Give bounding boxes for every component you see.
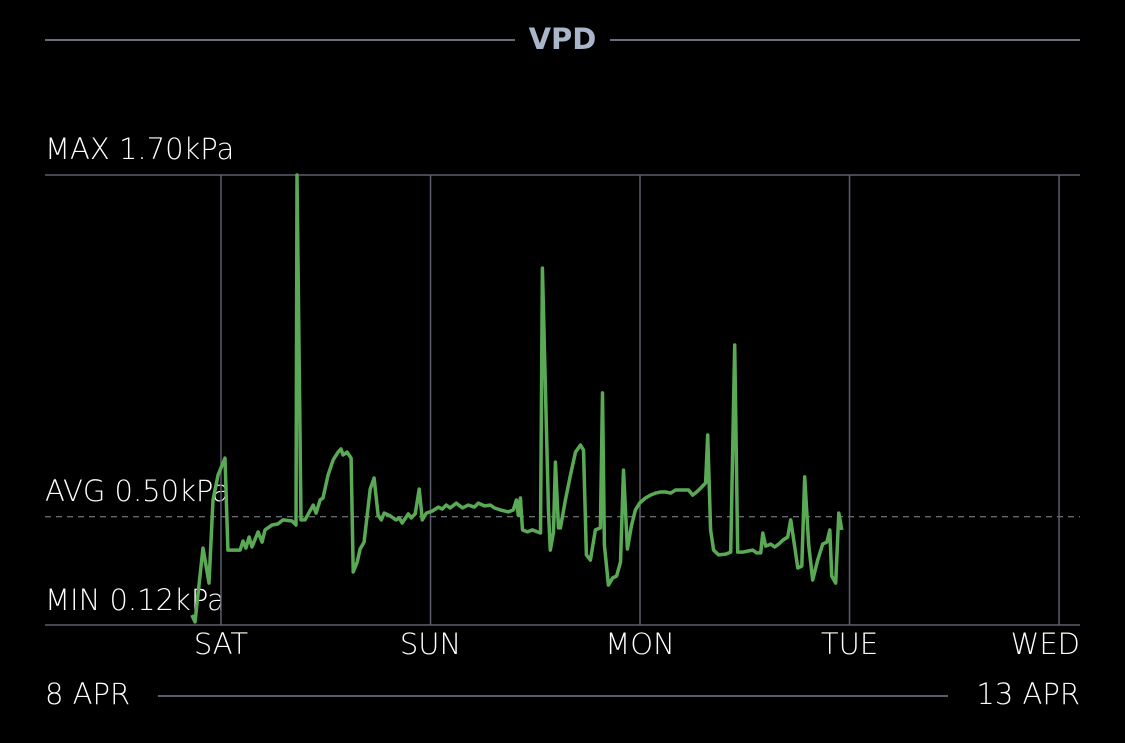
x-tick-label: TUE <box>820 627 879 661</box>
x-tick-label: SAT <box>193 627 249 661</box>
chart-title: VPD <box>514 22 611 56</box>
start-date-label: 8 APR <box>45 677 131 711</box>
chart-title-row: VPD <box>45 20 1080 60</box>
x-tick-label: WED <box>1010 627 1080 661</box>
max-label: MAX 1.70kPa <box>45 132 235 166</box>
x-tick-label: MON <box>605 627 675 661</box>
date-range-line <box>158 695 948 697</box>
avg-label: AVG 0.50kPa <box>45 474 230 508</box>
end-date-label: 13 APR <box>976 677 1080 711</box>
x-tick-label: SUN <box>399 627 462 661</box>
vpd-series-line <box>190 173 844 624</box>
